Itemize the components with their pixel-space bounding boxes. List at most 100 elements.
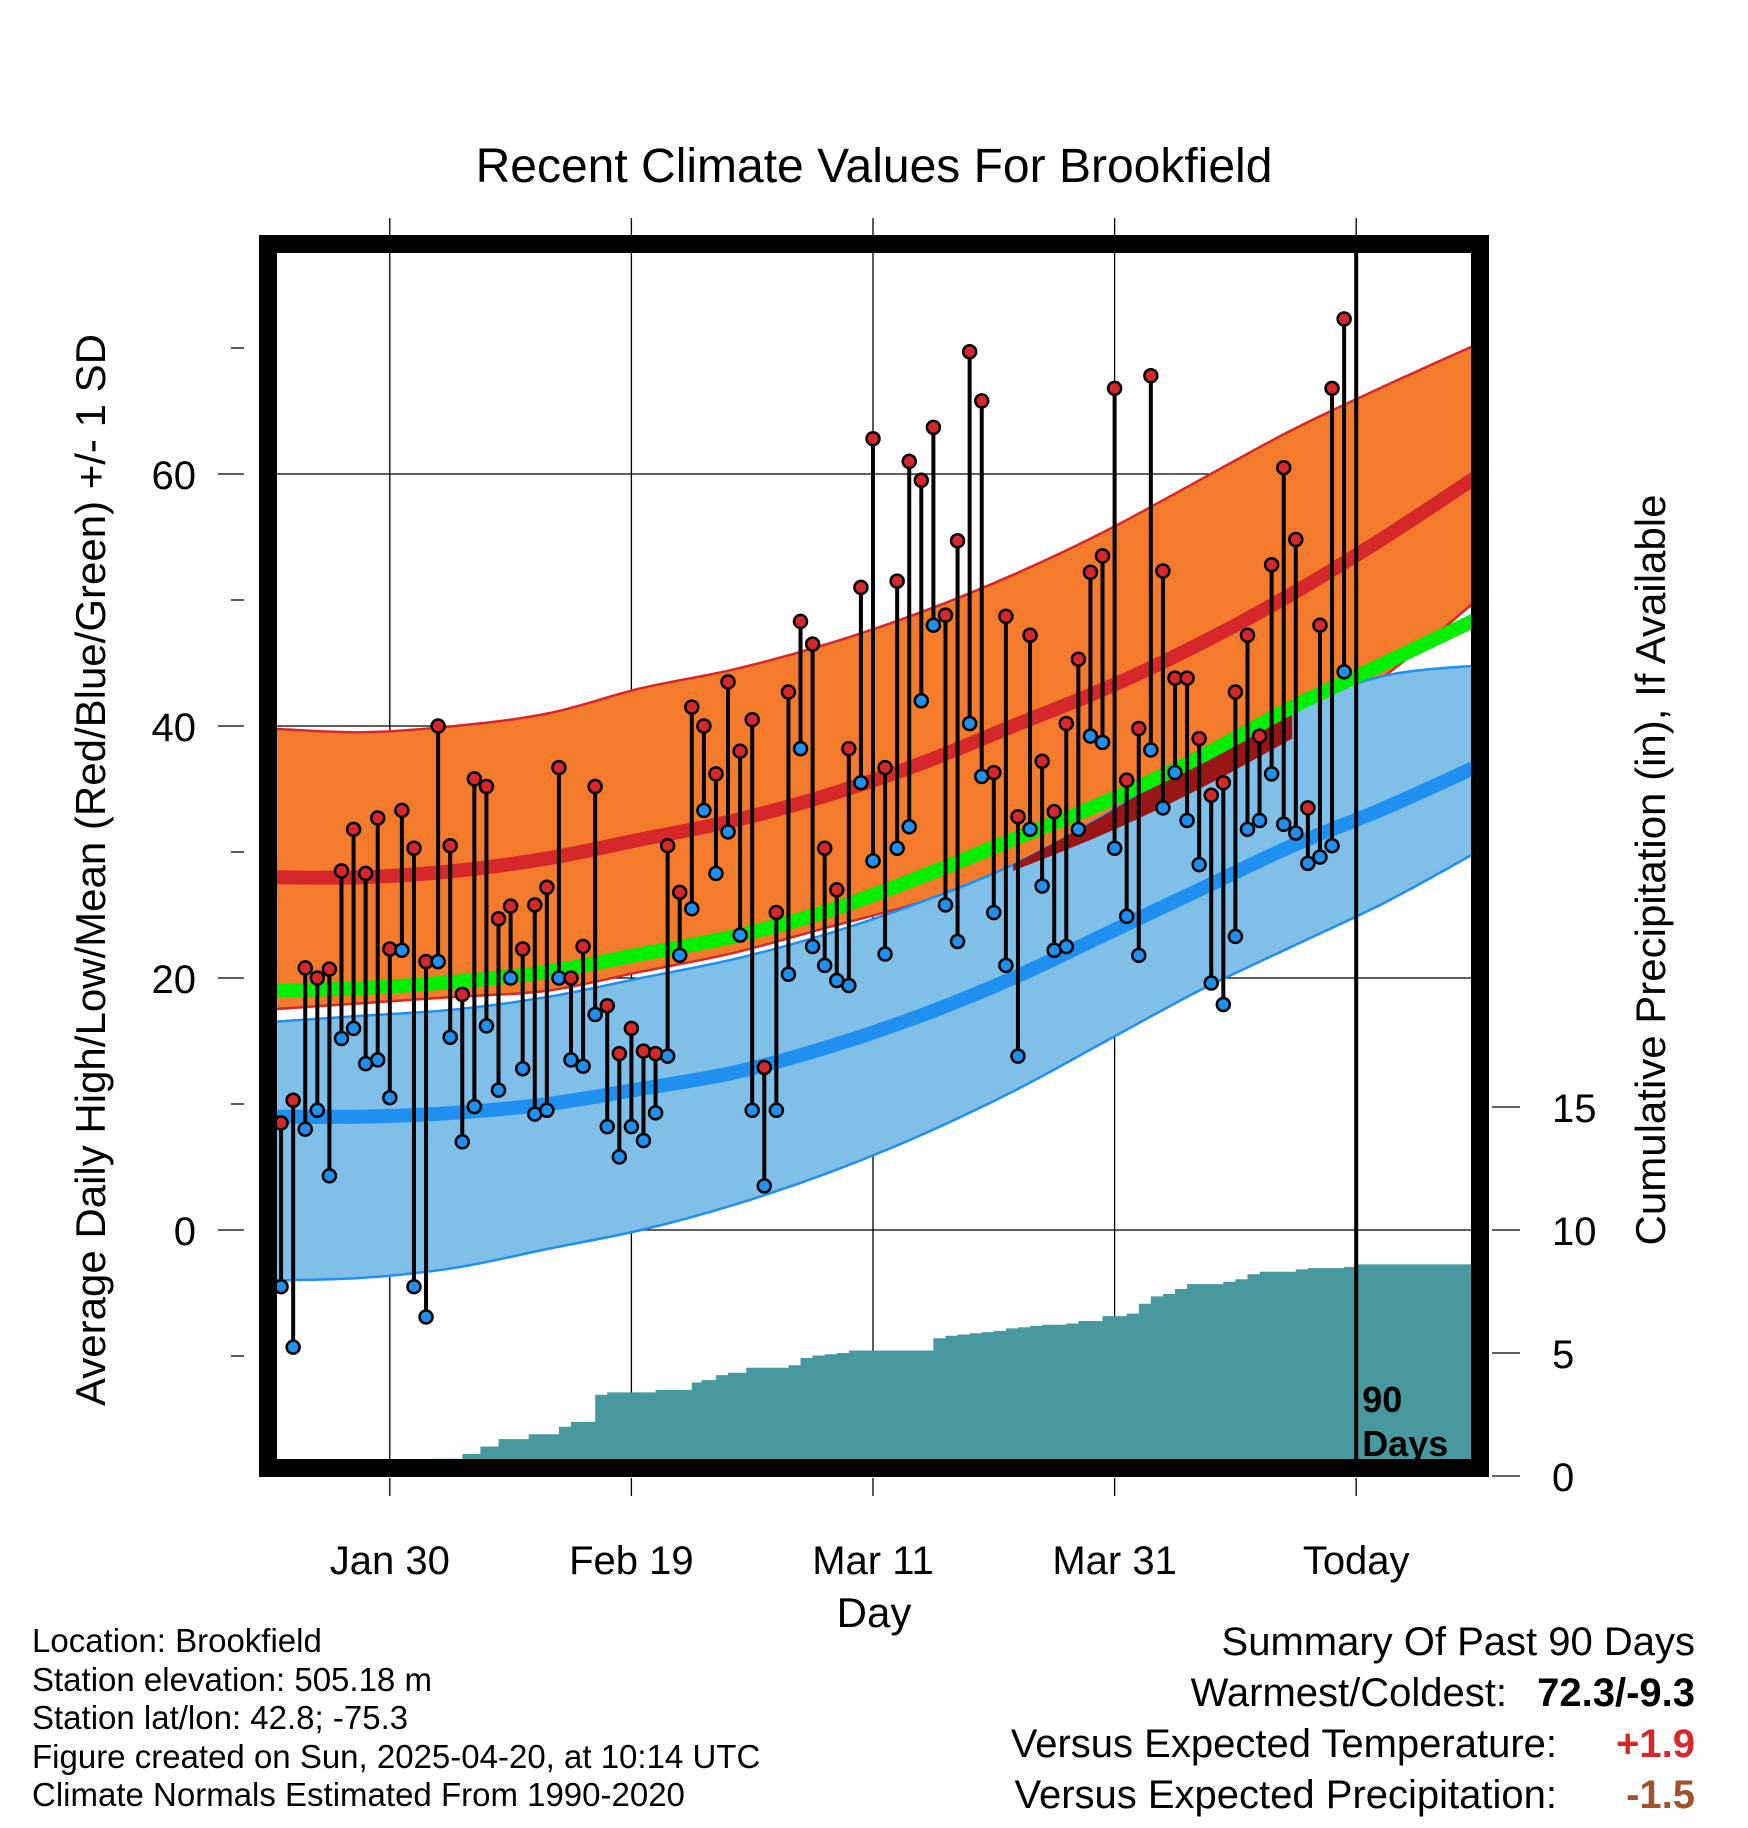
daily-high-point: [466, 771, 483, 787]
daily-low-point: [913, 693, 930, 709]
daily-low-point: [816, 957, 833, 974]
y-tick-label-left: 0: [174, 1210, 196, 1254]
daily-low-point: [466, 1098, 483, 1115]
daily-high-point: [406, 840, 422, 856]
daily-low-point: [369, 1052, 386, 1068]
station-info: Location: Brookfield Station elevation: …: [32, 1622, 760, 1815]
daily-high-point: [357, 865, 374, 882]
daily-low-point: [1227, 928, 1244, 945]
daily-low-point: [889, 840, 905, 856]
daily-low-point: [394, 942, 410, 959]
daily-high-point: [551, 759, 567, 776]
daily-high-point: [442, 837, 458, 854]
daily-low-point: [454, 1134, 471, 1150]
daily-high-point: [514, 941, 531, 957]
daily-low-point: [1155, 800, 1171, 816]
daily-high-point: [1191, 730, 1207, 747]
daily-low-point: [1179, 812, 1195, 829]
daily-high-point: [1094, 548, 1111, 564]
daily-low-point: [1167, 764, 1183, 781]
daily-low-point: [1118, 908, 1135, 925]
daily-low-point: [732, 927, 748, 943]
daily-low-point: [853, 774, 869, 791]
daily-low-point: [792, 740, 809, 757]
daily-low-point: [345, 1020, 362, 1037]
daily-high-point: [792, 613, 809, 630]
daily-low-point: [720, 824, 736, 840]
x-tick-label: Mar 31: [1052, 1539, 1177, 1583]
daily-high-point: [563, 970, 579, 986]
daily-high-point: [1131, 720, 1147, 737]
x-tick-label: Today: [1303, 1539, 1410, 1583]
daily-low-point: [780, 966, 797, 982]
daily-high-point: [684, 699, 700, 715]
plot-border: [259, 235, 1489, 1477]
daily-high-point: [1106, 380, 1123, 397]
today-days-label: 90: [1362, 1379, 1402, 1420]
daily-high-point: [744, 711, 760, 728]
daily-high-point: [913, 472, 930, 489]
daily-low-point: [696, 802, 712, 819]
daily-low-point: [1082, 728, 1099, 744]
daily-high-point: [696, 718, 712, 734]
daily-high-point: [768, 904, 785, 921]
precip-anomaly-value: -1.5: [1626, 1773, 1695, 1817]
precip-area-path: [269, 1264, 1477, 1476]
daily-high-point: [478, 778, 495, 795]
daily-low-point: [1300, 855, 1316, 872]
daily-high-point: [345, 821, 362, 838]
today-days-label: Days: [1362, 1423, 1448, 1464]
daily-low-point: [865, 853, 881, 869]
y-tick-label-right: 0: [1552, 1456, 1574, 1500]
daily-low-point: [841, 977, 857, 994]
x-axis-label: Day: [837, 1589, 912, 1636]
daily-high-point: [1300, 800, 1316, 816]
daily-high-point: [877, 759, 893, 776]
normals-text: Climate Normals Estimated From 1990-2020: [32, 1776, 685, 1813]
daily-high-point: [841, 740, 857, 757]
daily-low-point: [744, 1102, 760, 1119]
daily-low-point: [514, 1060, 531, 1077]
daily-low-point: [1058, 938, 1075, 955]
daily-low-point: [1203, 975, 1219, 991]
daily-high-point: [804, 636, 821, 652]
daily-high-point: [587, 778, 603, 795]
daily-high-point: [1155, 563, 1171, 579]
y-tick-label-right: 5: [1552, 1333, 1574, 1377]
daily-high-point: [285, 1092, 301, 1108]
daily-low-point: [502, 970, 519, 986]
daily-high-point: [1143, 367, 1159, 384]
daily-high-point: [647, 1045, 664, 1062]
daily-high-point: [430, 718, 446, 734]
daily-low-point: [490, 1082, 507, 1098]
daily-high-point: [1227, 684, 1244, 700]
daily-low-point: [539, 1102, 555, 1119]
daily-high-point: [1010, 808, 1026, 825]
daily-high-point: [949, 533, 966, 549]
daily-high-point: [986, 764, 1002, 781]
daily-low-point: [575, 1058, 591, 1074]
daily-high-point: [1239, 627, 1256, 644]
daily-low-point: [901, 819, 917, 835]
daily-low-point: [623, 1118, 640, 1135]
daily-high-point: [539, 879, 555, 896]
daily-high-point: [490, 911, 507, 927]
daily-high-point: [1203, 787, 1219, 804]
daily-low-point: [961, 715, 978, 732]
daily-low-point: [297, 1121, 313, 1137]
daily-low-point: [925, 617, 942, 633]
temp-anomaly-value: +1.9: [1616, 1722, 1695, 1766]
daily-high-point: [321, 961, 338, 977]
daily-low-point: [1034, 878, 1050, 894]
daily-low-point: [563, 1052, 579, 1068]
y-tick-label-right: 15: [1552, 1087, 1597, 1131]
plot-frame: [259, 235, 1489, 1477]
daily-high-point: [659, 837, 676, 854]
daily-high-point: [1215, 774, 1232, 791]
daily-low-point: [1275, 816, 1292, 833]
daily-low-point: [1094, 734, 1111, 751]
warm-cold-label: Warmest/Coldest:: [1190, 1671, 1507, 1715]
daily-low-point: [333, 1030, 350, 1047]
daily-high-point: [829, 882, 845, 898]
daily-high-point: [1312, 617, 1328, 633]
